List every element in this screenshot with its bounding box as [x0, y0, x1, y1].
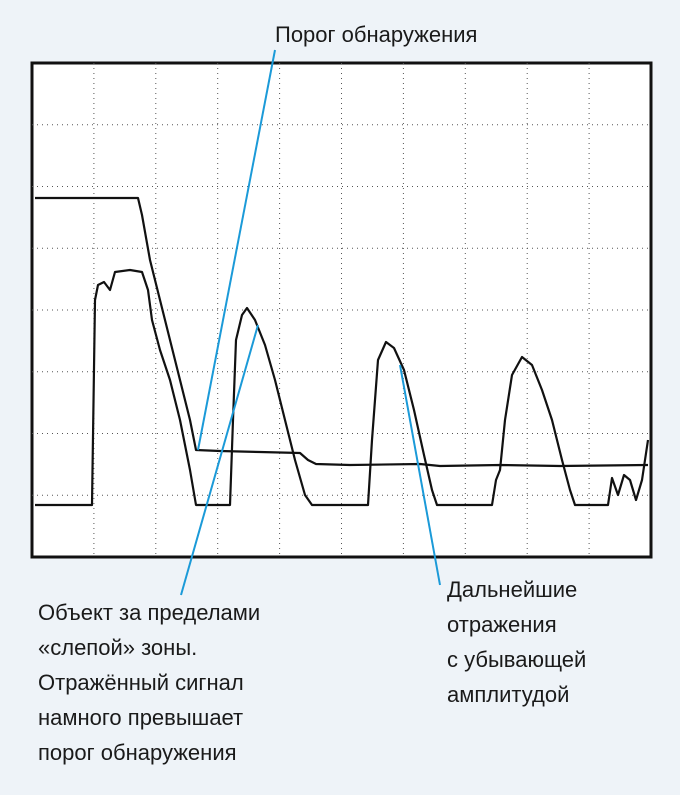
object-label: порог обнаружения	[38, 740, 237, 765]
reflections-pointer	[399, 364, 441, 586]
reflections-label: с убывающей	[447, 647, 586, 672]
object-pointer	[180, 324, 259, 596]
scope-screen	[30, 61, 653, 559]
scope-grid	[32, 63, 651, 557]
reflections-label: Дальнейшие	[447, 577, 577, 602]
object-label: намного превышает	[38, 705, 243, 730]
threshold-pointer	[197, 49, 276, 451]
reflections-label: амплитудой	[447, 682, 569, 707]
object-label: Отражённый сигнал	[38, 670, 244, 695]
threshold-trace	[35, 196, 649, 468]
echo-trace	[35, 268, 650, 507]
threshold-label: Порог обнаружения	[275, 22, 477, 47]
object-label: Объект за пределами	[38, 600, 260, 625]
reflections-label: отражения	[447, 612, 557, 637]
object-label: «слепой» зоны.	[38, 635, 197, 660]
